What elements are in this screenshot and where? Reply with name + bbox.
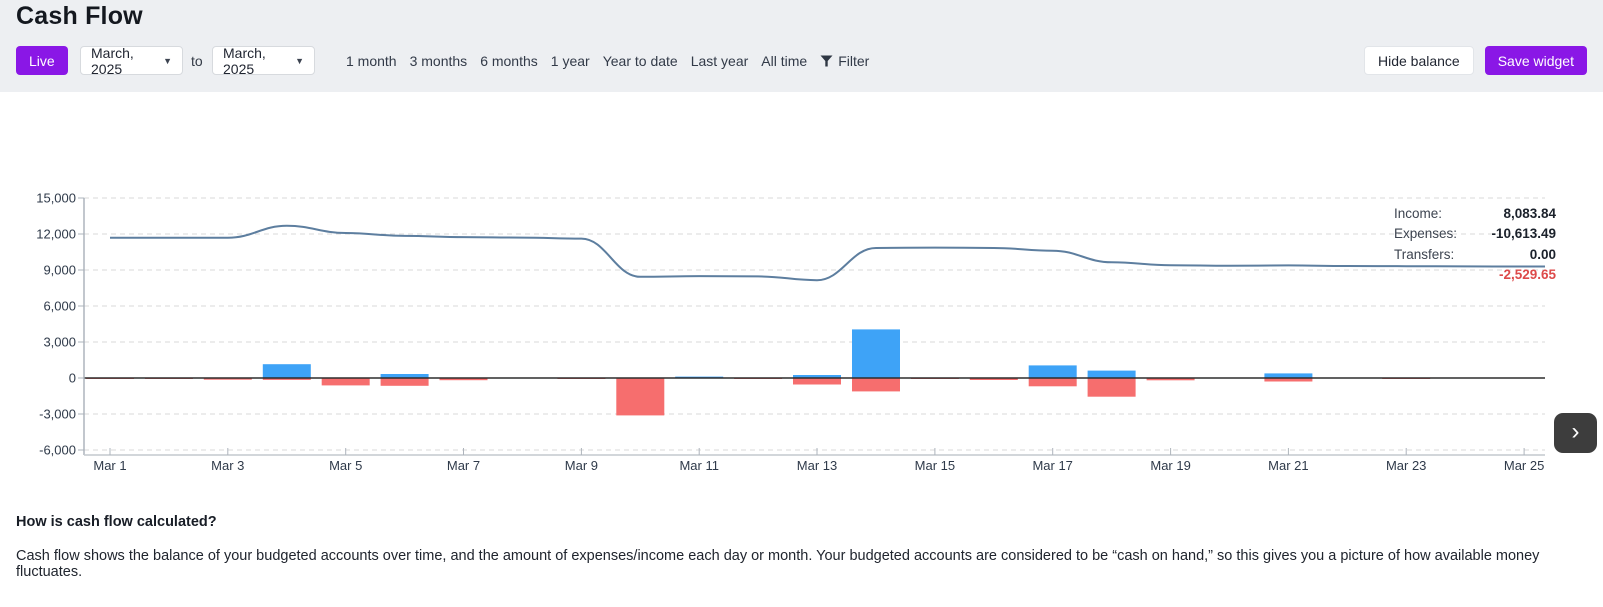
range-link-1-month[interactable]: 1 month	[346, 52, 397, 69]
expense-bar-mar-21	[1264, 378, 1313, 382]
expense-bar-mar-19	[1146, 378, 1195, 381]
transfers-value: 0.00	[1529, 246, 1556, 262]
income-bar-mar-17	[1028, 365, 1077, 378]
x-tick-label: Mar 21	[1268, 458, 1308, 473]
x-tick-label: Mar 25	[1504, 458, 1544, 473]
income-value: 8,083.84	[1503, 205, 1556, 221]
income-bar-mar-13	[793, 375, 841, 378]
summary-net-row: -2,529.65	[1394, 265, 1556, 286]
to-month-select[interactable]: March, 2025 ▼	[212, 44, 315, 77]
from-month-select[interactable]: March, 2025 ▼	[80, 44, 183, 77]
balance-line[interactable]	[110, 224, 1545, 282]
filter-label: Filter	[838, 52, 870, 69]
x-tick-label: Mar 23	[1386, 458, 1426, 473]
to-month-value: March, 2025	[223, 44, 266, 77]
range-link-last-year[interactable]: Last year	[690, 52, 749, 69]
toolbar-right-actions: Hide balance Save widget	[1363, 46, 1587, 75]
expense-bar-mar-3	[203, 378, 252, 380]
y-tick-label: -6,000	[39, 443, 76, 458]
y-tick-label: 3,000	[43, 335, 76, 350]
footer-info: How is cash flow calculated? Cash flow s…	[16, 514, 1586, 580]
income-label: Income:	[1394, 205, 1443, 221]
x-tick-label: Mar 15	[915, 458, 955, 473]
y-tick-label: 12,000	[36, 227, 76, 242]
x-tick-label: Mar 1	[93, 458, 126, 473]
live-button[interactable]: Live	[16, 46, 68, 75]
filter-funnel-icon	[820, 55, 833, 66]
expense-bar-mar-18	[1087, 378, 1136, 397]
from-month-value: March, 2025	[91, 44, 134, 77]
x-tick-label: Mar 9	[565, 458, 598, 473]
summary-income-row: Income: 8,083.84	[1394, 203, 1556, 224]
expenses-value: -10,613.49	[1491, 226, 1556, 242]
expense-bar-mar-13	[793, 378, 841, 385]
expense-bar-mar-16	[969, 378, 1018, 380]
chevron-right-icon: ›	[1571, 417, 1580, 445]
toolbar: Live March, 2025 ▼ to March, 2025 ▼ 1 mo…	[0, 44, 1603, 77]
chart-scroll-right-button[interactable]: ›	[1554, 413, 1597, 453]
page-title: Cash Flow	[16, 2, 143, 30]
income-bar-mar-14	[852, 329, 900, 378]
expense-bar-mar-5	[321, 378, 370, 386]
footer-heading: How is cash flow calculated?	[16, 514, 217, 530]
expense-bar-mar-6	[380, 378, 429, 386]
x-tick-label: Mar 13	[797, 458, 837, 473]
range-links: 1 month 3 months 6 months 1 year Year to dat…	[346, 46, 869, 75]
expense-bar-mar-17	[1028, 378, 1077, 387]
y-tick-label: 9,000	[43, 263, 76, 278]
y-tick-label: 0	[69, 371, 76, 386]
x-tick-label: Mar 7	[447, 458, 480, 473]
summary-block: Income: 8,083.84 Expenses: -10,613.49 Tr…	[1394, 203, 1556, 285]
filter-button[interactable]: Filter	[820, 53, 869, 69]
range-link-year-to-date[interactable]: Year to date	[602, 52, 678, 69]
expenses-label: Expenses:	[1394, 226, 1458, 242]
range-link-all-time[interactable]: All time	[761, 52, 808, 69]
x-tick-label: Mar 19	[1150, 458, 1190, 473]
income-bar-mar-6	[380, 374, 429, 378]
y-tick-label: 6,000	[43, 299, 76, 314]
y-tick-label: -3,000	[39, 407, 76, 422]
expense-bar-mar-14	[852, 378, 900, 392]
x-tick-label: Mar 5	[329, 458, 362, 473]
x-tick-label: Mar 3	[211, 458, 244, 473]
expense-bar-mar-7	[439, 378, 488, 381]
summary-expenses-row: Expenses: -10,613.49	[1394, 224, 1556, 245]
expense-bar-mar-10	[616, 378, 665, 416]
expense-bar-mar-4	[262, 378, 311, 380]
range-link-1-year[interactable]: 1 year	[550, 52, 590, 69]
net-value: -2,529.65	[1498, 267, 1556, 283]
cashflow-chart-panel: 15,000 12,000 9,000 6,000 3,000 0 -3,000 -6,000…	[0, 92, 1603, 512]
x-tick-label: Mar 11	[679, 458, 719, 473]
chevron-down-icon: ▼	[295, 55, 304, 66]
range-link-6-months[interactable]: 6 months	[480, 52, 538, 69]
cashflow-chart: 15,000 12,000 9,000 6,000 3,000 0 -3,000 -6,000…	[36, 191, 1545, 473]
summary-transfers-row: Transfers: 0.00	[1394, 244, 1556, 265]
save-widget-button[interactable]: Save widget	[1484, 46, 1587, 75]
x-tick-label: Mar 17	[1032, 458, 1072, 473]
transfers-label: Transfers:	[1394, 246, 1455, 262]
chevron-down-icon: ▼	[163, 55, 172, 66]
y-tick-label: 15,000	[36, 191, 76, 206]
income-bar-mar-4	[262, 364, 311, 378]
income-bar-mar-18	[1087, 370, 1136, 378]
footer-body: Cash flow shows the balance of your budg…	[16, 548, 1540, 580]
hide-balance-button[interactable]: Hide balance	[1363, 46, 1474, 75]
range-link-3-months[interactable]: 3 months	[409, 52, 468, 69]
to-label: to	[191, 53, 203, 69]
daily-bars[interactable]	[86, 329, 1431, 416]
income-bar-mar-21	[1264, 373, 1313, 378]
